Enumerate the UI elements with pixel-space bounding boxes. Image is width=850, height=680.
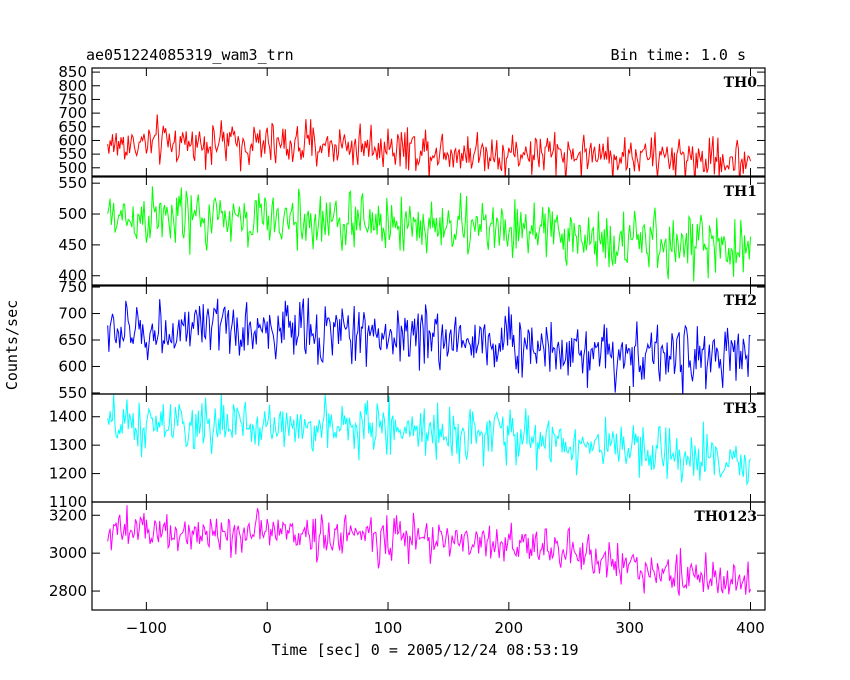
y-tick-label: 650 xyxy=(58,118,87,136)
y-tick-label: 700 xyxy=(58,104,87,122)
panel-label-th0: TH0 xyxy=(724,75,758,91)
series-line-th3 xyxy=(107,394,751,486)
y-tick-label: 850 xyxy=(58,63,87,81)
panel-th3: 1100 1200 1300 1400 TH3 xyxy=(49,393,766,511)
x-tick-label: 400 xyxy=(736,619,765,637)
y-tick-label: 650 xyxy=(58,331,87,349)
y-tick-label: 1400 xyxy=(49,408,87,426)
y-tick-label: 600 xyxy=(58,131,87,149)
bin-time-label: Bin time: 1.0 s xyxy=(611,46,746,64)
y-tick-label: 750 xyxy=(58,90,87,108)
y-tick-label: 1200 xyxy=(49,465,87,483)
y-tick-label: 700 xyxy=(58,305,87,323)
x-tick-label: 300 xyxy=(615,619,644,637)
series-line-th1 xyxy=(107,186,751,282)
y-tick-label: 550 xyxy=(58,384,87,402)
x-axis-label: Time [sec] 0 = 2005/12/24 08:53:19 xyxy=(271,641,578,659)
x-tick-label: 0 xyxy=(262,619,272,637)
y-tick-label: 750 xyxy=(58,278,87,296)
panel-th2: 550 600 650 700 750 TH2 xyxy=(58,278,766,402)
y-tick-label: 500 xyxy=(58,205,87,223)
y-tick-label: 3000 xyxy=(49,544,87,562)
panel-label-th3: TH3 xyxy=(724,401,757,417)
panel-label-th0123: TH0123 xyxy=(694,509,757,525)
series-line-th0 xyxy=(107,114,751,176)
y-tick-label: 600 xyxy=(58,357,87,375)
panel-label-th1: TH1 xyxy=(724,184,757,200)
y-tick-label: 2800 xyxy=(49,582,87,600)
y-tick-label: 3200 xyxy=(49,506,87,524)
panel-frame xyxy=(91,176,766,286)
panel-frame xyxy=(91,393,766,503)
y-tick-label: 1100 xyxy=(49,493,87,511)
y-tick-label: 500 xyxy=(58,159,87,177)
panel-frame xyxy=(91,501,766,611)
chart-title: ae051224085319_wam3_trn xyxy=(86,46,294,64)
series-line-th2 xyxy=(107,297,751,394)
y-axis-label: Counts/sec xyxy=(3,300,21,390)
y-tick-label: 400 xyxy=(58,267,87,285)
y-tick-label: 550 xyxy=(58,174,87,192)
panel-th1: 400 450 500 550 TH1 xyxy=(58,174,766,286)
x-tick-label: 200 xyxy=(495,619,524,637)
y-tick-label: 450 xyxy=(58,236,87,254)
panel-frame xyxy=(91,67,766,177)
panel-label-th2: TH2 xyxy=(724,293,757,309)
x-tick-label: −100 xyxy=(126,619,167,637)
y-tick-label: 800 xyxy=(58,77,87,95)
y-tick-label: 550 xyxy=(58,145,87,163)
y-tick-label: 1300 xyxy=(49,436,87,454)
x-tick-label: 100 xyxy=(374,619,403,637)
series-line-th0123 xyxy=(107,505,751,596)
panel-th0123: 2800 3000 3200 TH0123 xyxy=(49,501,766,611)
